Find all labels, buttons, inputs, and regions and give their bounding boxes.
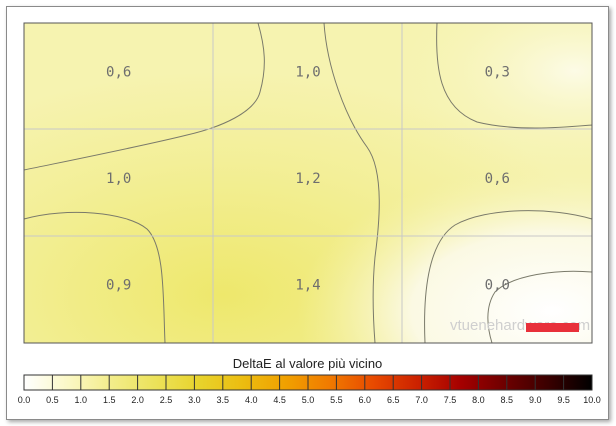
colorbar-tick-label: 10.0 xyxy=(583,395,601,405)
grid xyxy=(24,23,592,343)
colorbar-tick-label: 4.5 xyxy=(273,395,286,405)
colorbar-tick-label: 8.0 xyxy=(472,395,485,405)
contour-line xyxy=(436,22,593,129)
cell-value-label: 1,2 xyxy=(295,171,320,187)
colorbar-tick-label: 9.0 xyxy=(529,395,542,405)
colorbar-tick-label: 7.0 xyxy=(415,395,428,405)
colorbar-title: DeltaE al valore più vicino xyxy=(232,356,383,371)
cell-labels: 0,6 1,0 0,3 1,0 1,2 0,6 0,9 1,4 0,0 xyxy=(106,64,510,293)
heatmap-border xyxy=(23,22,593,344)
cell-value-label: 0,6 xyxy=(106,64,131,80)
colorbar-tick-label: 9.5 xyxy=(557,395,570,405)
heatmap-chart: 0,6 1,0 0,31,0 1,2 0,60,9 1,4 0,0 vtuenehardwa… xyxy=(18,22,601,405)
marker-bar xyxy=(526,323,579,332)
cell-value-label: 0,3 xyxy=(485,64,510,80)
colorbar-tick-label: 8.5 xyxy=(501,395,514,405)
colorbar-tick-label: 5.5 xyxy=(330,395,343,405)
colorbar-tick-label: 0.5 xyxy=(46,395,59,405)
colorbar-tick-label: 3.0 xyxy=(188,395,201,405)
cell-value-label: 1,4 xyxy=(295,278,320,294)
chart-frame: 0,6 1,0 0,3 1,0 1,2 0,6 0,9 1,4 0,0 vtuenehardwa… xyxy=(6,6,609,420)
colorbar-tick-label: 2.5 xyxy=(160,395,173,405)
colorbar-tick-label: 1.0 xyxy=(75,395,88,405)
colorbar-tick-label: 2.0 xyxy=(131,395,144,405)
cell-value-label: 1,0 xyxy=(295,64,320,80)
cell-value-label: 1,0 xyxy=(106,171,131,187)
colorbar-tick-label: 3.5 xyxy=(217,395,230,405)
cell-value-label: 0,6 xyxy=(485,171,510,187)
colorbar: 0.0 0.5 1.0 1.5 2.0 2.5 3.0 3.5 4.0 4.5 5.0 5.5 6.0 6… xyxy=(18,374,601,405)
colorbar-tick-label: 5.0 xyxy=(302,395,315,405)
contour-line xyxy=(424,210,593,344)
cell-value-label: 0,0 xyxy=(485,278,510,294)
colorbar-tick-label: 6.5 xyxy=(387,395,400,405)
colorbar-ticks: 0.0 0.5 1.0 1.5 2.0 2.5 3.0 3.5 4.0 4.5 5.0 5.5 6.0 6… xyxy=(18,375,601,405)
colorbar-tick-label: 7.5 xyxy=(444,395,457,405)
contour-line xyxy=(323,22,380,344)
contour-lines xyxy=(23,22,593,344)
colorbar-tick-label: 1.5 xyxy=(103,395,116,405)
colorbar-tick-label: 6.0 xyxy=(359,395,372,405)
cell-value-label: 0,9 xyxy=(106,278,131,294)
colorbar-tick-label: 0.0 xyxy=(18,395,31,405)
contour-line xyxy=(23,22,265,171)
heatmap-area xyxy=(24,23,592,343)
contour-line xyxy=(23,211,166,344)
contour-line xyxy=(487,270,593,344)
colorbar-tick-label: 4.0 xyxy=(245,395,258,405)
